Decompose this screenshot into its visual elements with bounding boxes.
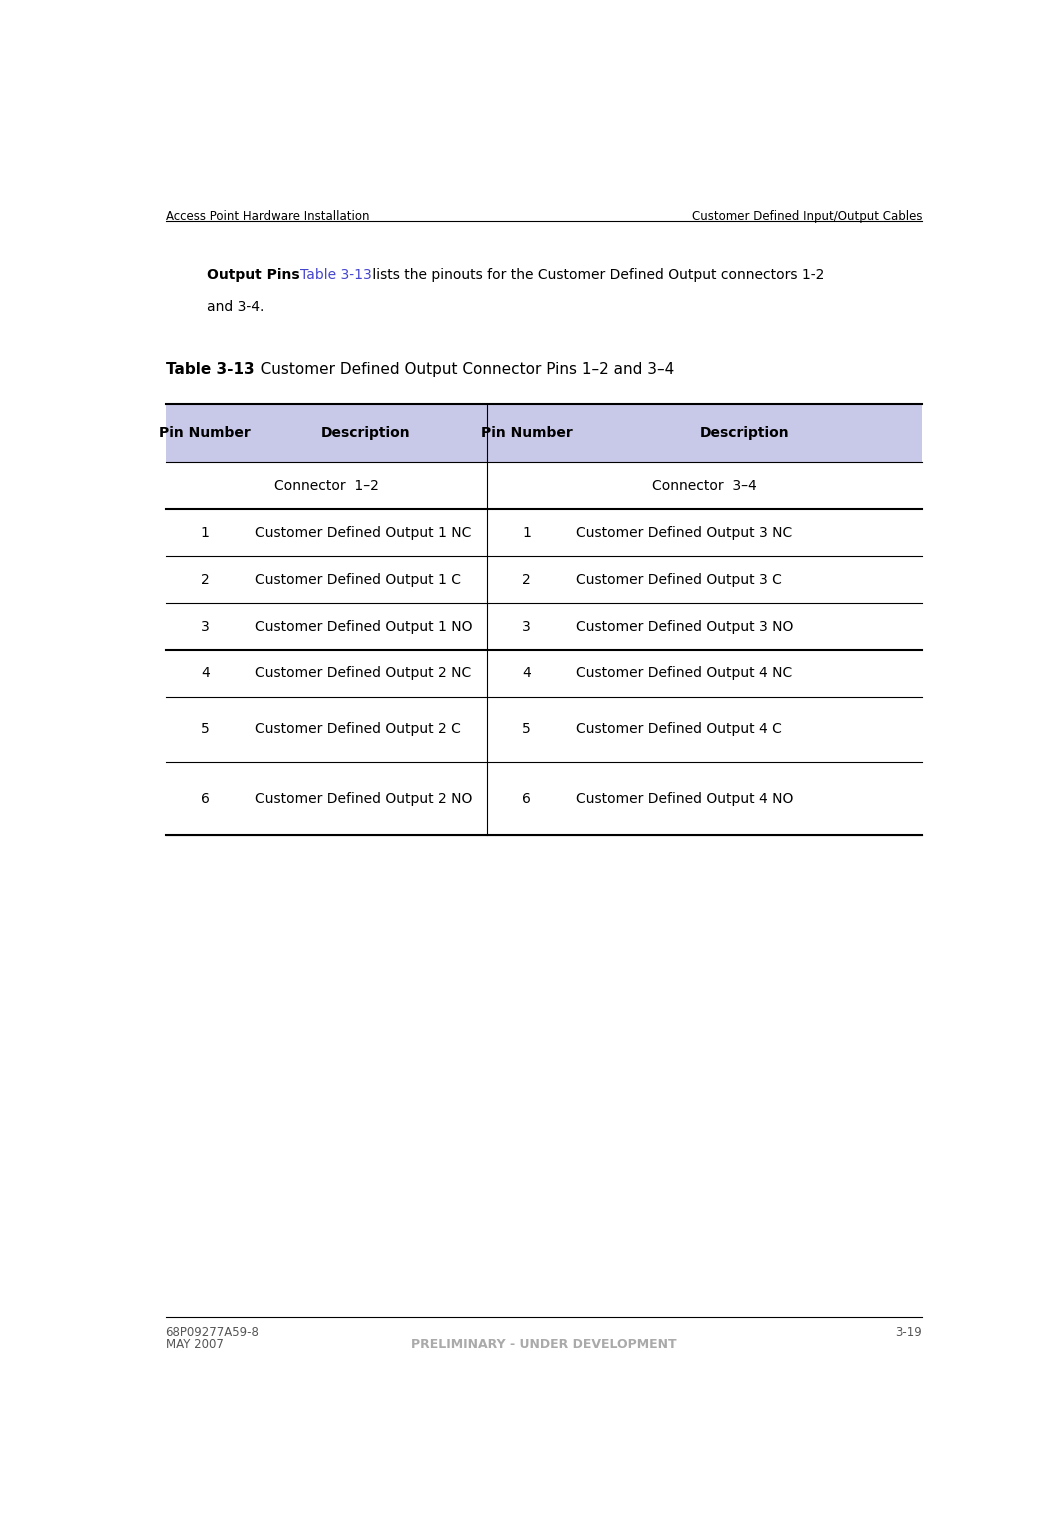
- Text: Customer Defined Output 2 NO: Customer Defined Output 2 NO: [255, 791, 472, 806]
- Text: Pin Number: Pin Number: [159, 426, 251, 440]
- Text: Connector  3–4: Connector 3–4: [653, 479, 756, 493]
- FancyBboxPatch shape: [166, 405, 922, 463]
- Text: Customer Defined Output 3 NC: Customer Defined Output 3 NC: [576, 525, 793, 539]
- Text: Table 3-13: Table 3-13: [166, 362, 255, 377]
- Text: Customer Defined Output 1 NC: Customer Defined Output 1 NC: [255, 525, 471, 539]
- Text: Customer Defined Output 1 C: Customer Defined Output 1 C: [255, 573, 460, 586]
- Text: Customer Defined Output 2 NC: Customer Defined Output 2 NC: [255, 666, 471, 681]
- Text: Description: Description: [699, 426, 789, 440]
- Text: Output Pins: Output Pins: [207, 267, 299, 282]
- Text: 1: 1: [201, 525, 210, 539]
- Text: 2: 2: [201, 573, 210, 586]
- Text: 6: 6: [522, 791, 532, 806]
- Text: 3-19: 3-19: [895, 1325, 922, 1339]
- Text: 68P09277A59-8: 68P09277A59-8: [166, 1325, 259, 1339]
- Text: Customer Defined Output 4 C: Customer Defined Output 4 C: [576, 722, 782, 736]
- Text: Customer Defined Output Connector Pins 1–2 and 3–4: Customer Defined Output Connector Pins 1…: [246, 362, 675, 377]
- Text: PRELIMINARY - UNDER DEVELOPMENT: PRELIMINARY - UNDER DEVELOPMENT: [411, 1338, 677, 1351]
- Text: 3: 3: [522, 620, 532, 634]
- Text: Customer Defined Output 4 NC: Customer Defined Output 4 NC: [576, 666, 793, 681]
- Text: Customer Defined Output 1 NO: Customer Defined Output 1 NO: [255, 620, 472, 634]
- Text: Pin Number: Pin Number: [481, 426, 573, 440]
- Text: 4: 4: [522, 666, 532, 681]
- Text: MAY 2007: MAY 2007: [166, 1338, 224, 1351]
- Text: 5: 5: [522, 722, 532, 736]
- Text: and 3-4.: and 3-4.: [207, 299, 264, 313]
- Text: 6: 6: [201, 791, 210, 806]
- Text: Table 3-13: Table 3-13: [300, 267, 372, 282]
- Text: 1: 1: [522, 525, 532, 539]
- Text: 5: 5: [201, 722, 210, 736]
- Text: Customer Defined Output 3 NO: Customer Defined Output 3 NO: [576, 620, 794, 634]
- Text: 4: 4: [201, 666, 210, 681]
- Text: Customer Defined Output 3 C: Customer Defined Output 3 C: [576, 573, 782, 586]
- Text: Customer Defined Output 2 C: Customer Defined Output 2 C: [255, 722, 460, 736]
- Text: lists the pinouts for the Customer Defined Output connectors 1-2: lists the pinouts for the Customer Defin…: [368, 267, 824, 282]
- Text: Access Point Hardware Installation: Access Point Hardware Installation: [166, 211, 369, 223]
- Text: Customer Defined Input/Output Cables: Customer Defined Input/Output Cables: [692, 211, 922, 223]
- Text: 3: 3: [201, 620, 210, 634]
- Text: Connector  1–2: Connector 1–2: [274, 479, 379, 493]
- Text: Description: Description: [321, 426, 411, 440]
- Text: Customer Defined Output 4 NO: Customer Defined Output 4 NO: [576, 791, 794, 806]
- Text: 2: 2: [522, 573, 532, 586]
